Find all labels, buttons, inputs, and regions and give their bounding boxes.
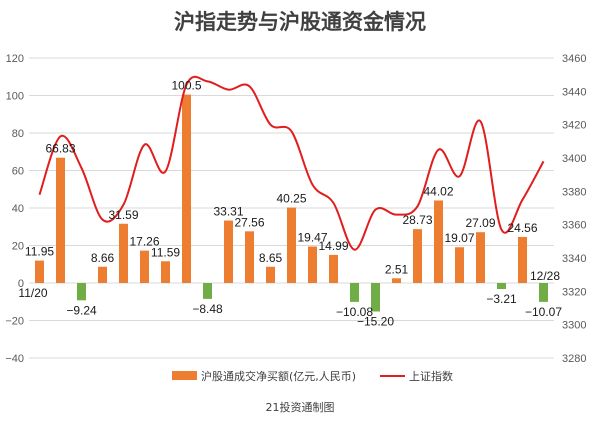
right-tick-label: 3320 — [562, 286, 586, 298]
right-tick-label: 3380 — [562, 186, 586, 198]
bar — [245, 231, 254, 283]
right-tick-label: 3340 — [562, 253, 586, 265]
chart-title: 沪指走势与沪股通资金情况 — [174, 10, 426, 34]
left-tick-label: 120 — [6, 53, 24, 65]
index-line — [38, 75, 545, 251]
bar — [455, 247, 464, 283]
bar-data-label: 11.95 — [25, 245, 54, 259]
bar — [35, 260, 44, 283]
left-tick-label: −20 — [5, 316, 24, 328]
bar-data-label: 19.07 — [444, 231, 474, 245]
bar-data-label: 33.31 — [213, 205, 243, 219]
bar-data-label: 2.51 — [385, 262, 409, 276]
bar-data-label: 40.25 — [276, 192, 306, 206]
bar-data-label: 8.65 — [259, 251, 283, 265]
bar-data-label: 27.56 — [234, 215, 264, 229]
bar-data-label: 24.56 — [507, 221, 537, 235]
right-tick-label: 3420 — [562, 120, 586, 132]
bar-data-label: 28.73 — [402, 213, 432, 227]
bar-data-label: −3.21 — [486, 292, 517, 306]
bar-data-label: −9.24 — [66, 303, 97, 317]
right-tick-label: 3300 — [562, 320, 586, 332]
right-tick-label: 3280 — [562, 353, 586, 365]
left-axis-ticks: −40 −20 0 20 40 60 80 100 120 — [5, 53, 24, 365]
bar-data-label: 11.59 — [151, 245, 180, 259]
left-tick-label: 20 — [12, 241, 24, 253]
legend-bar-label: 沪股通成交净买额(亿元,人民币) — [201, 369, 356, 383]
bar — [77, 283, 86, 301]
start-date-label: 11/20 — [18, 286, 47, 300]
bar — [371, 283, 380, 312]
bar-data-label: 66.83 — [45, 142, 75, 156]
line-series — [38, 75, 545, 251]
bar — [476, 232, 485, 283]
left-tick-label: 80 — [12, 128, 24, 140]
end-date-label: 12/28 — [530, 269, 560, 283]
legend-line-label: 上证指数 — [409, 369, 453, 383]
bar — [266, 266, 275, 283]
right-tick-label: 3400 — [562, 153, 586, 165]
bar-data-label: 44.02 — [423, 184, 453, 198]
bar — [329, 254, 338, 283]
bar-data-label: −8.48 — [192, 302, 223, 316]
left-tick-label: −40 — [5, 353, 24, 365]
bar-data-label: 19.47 — [297, 230, 327, 244]
bar — [350, 283, 359, 302]
right-axis-ticks: 3280 3300 3320 3340 3360 3380 3400 3420 3440 3460 — [562, 53, 586, 365]
bar-data-label: 8.66 — [91, 251, 115, 265]
bar-data-label: −10.08 — [336, 305, 373, 319]
bar — [203, 283, 212, 299]
left-tick-label: 60 — [12, 166, 24, 178]
bar-data-label: −15.20 — [357, 315, 394, 329]
bar — [98, 266, 107, 283]
bar-series — [35, 94, 548, 312]
right-tick-label: 3360 — [562, 220, 586, 232]
bar — [56, 157, 65, 283]
source-credit: 21投资通制图 — [266, 400, 335, 414]
bar — [392, 278, 401, 283]
bar-data-label: 31.59 — [108, 208, 138, 222]
bar — [182, 94, 191, 283]
right-tick-label: 3440 — [562, 86, 586, 98]
bar-data-label: −10.07 — [525, 305, 562, 319]
left-tick-label: 0 — [18, 278, 24, 290]
bar — [119, 223, 128, 283]
bar — [140, 250, 149, 283]
bar — [539, 283, 548, 302]
bar-data-label: 100.5 — [171, 79, 201, 93]
legend: 沪股通成交净买额(亿元,人民币) 上证指数 — [172, 369, 453, 383]
bar — [434, 200, 443, 283]
right-tick-label: 3460 — [562, 53, 586, 65]
bar — [518, 236, 527, 283]
bar — [224, 220, 233, 283]
bar — [413, 229, 422, 283]
bar — [308, 246, 317, 283]
bar-data-label: 27.09 — [465, 216, 495, 230]
left-tick-label: 100 — [6, 91, 24, 103]
bar — [497, 283, 506, 290]
bar-data-label: 14.99 — [318, 239, 348, 253]
bar — [287, 207, 296, 283]
bar — [161, 261, 170, 283]
legend-bar-swatch — [172, 371, 197, 380]
left-tick-label: 40 — [12, 203, 24, 215]
bar-data-label: 17.26 — [129, 235, 159, 249]
